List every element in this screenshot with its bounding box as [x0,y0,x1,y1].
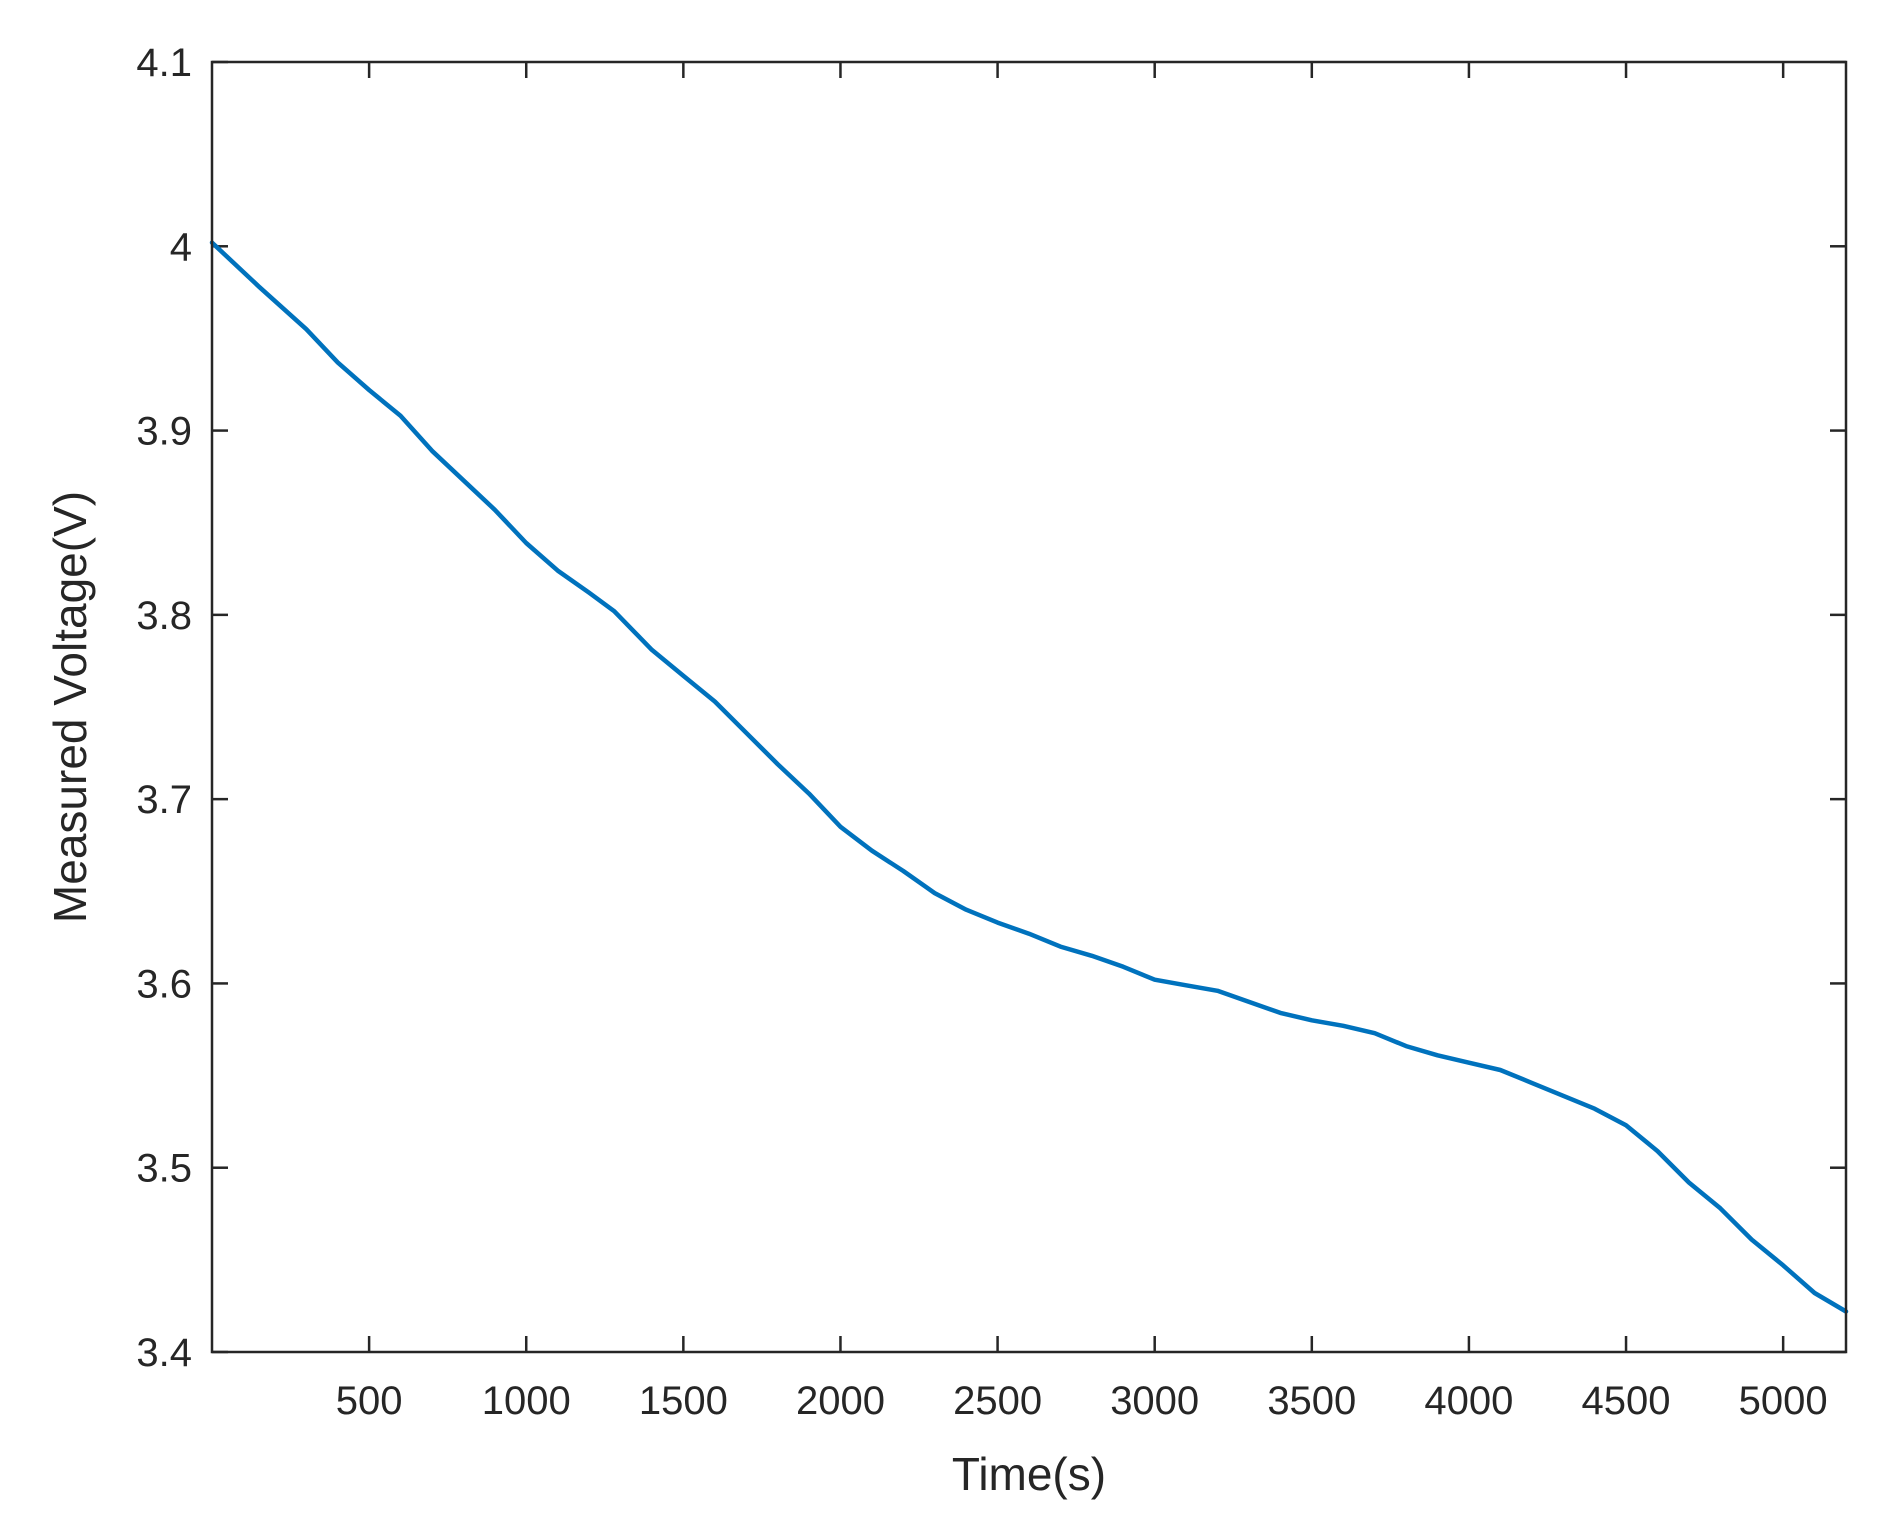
axis-ticks [212,60,1846,1354]
x-tick-label: 500 [336,1379,403,1423]
y-tick-label: 4.1 [136,41,192,85]
x-tick-label: 4500 [1582,1379,1671,1423]
series-line-0 [209,240,1849,1314]
x-tick-label: 1500 [639,1379,728,1423]
y-tick-label: 3.4 [136,1331,192,1375]
y-tick-label: 3.5 [136,1147,192,1191]
x-axis-title: Time(s) [952,1448,1106,1500]
x-tick-label: 2000 [796,1379,885,1423]
y-tick-label: 3.9 [136,410,192,454]
y-axis-title: Measured Voltage(V) [44,491,96,923]
y-tick-label: 3.7 [136,778,192,822]
y-tick-label: 4 [170,225,192,269]
x-tick-label: 1000 [482,1379,571,1423]
series-group [209,240,1849,1314]
y-tick-label: 3.8 [136,594,192,638]
x-tick-labels: 500 1000 1500 2000 2500 3000 3500 4000 4500 5000 [336,1379,1828,1423]
x-tick-label: 4000 [1424,1379,1513,1423]
plot-frame [210,60,1848,1354]
y-tick-label: 3.6 [136,962,192,1006]
x-tick-label: 2500 [953,1379,1042,1423]
y-tick-labels: 3.4 3.5 3.6 3.7 3.8 3.9 4 4.1 [136,41,192,1375]
x-tick-label: 5000 [1739,1379,1828,1423]
plot-area [212,62,1846,1352]
x-tick-label: 3000 [1110,1379,1199,1423]
x-tick-label: 3500 [1267,1379,1356,1423]
